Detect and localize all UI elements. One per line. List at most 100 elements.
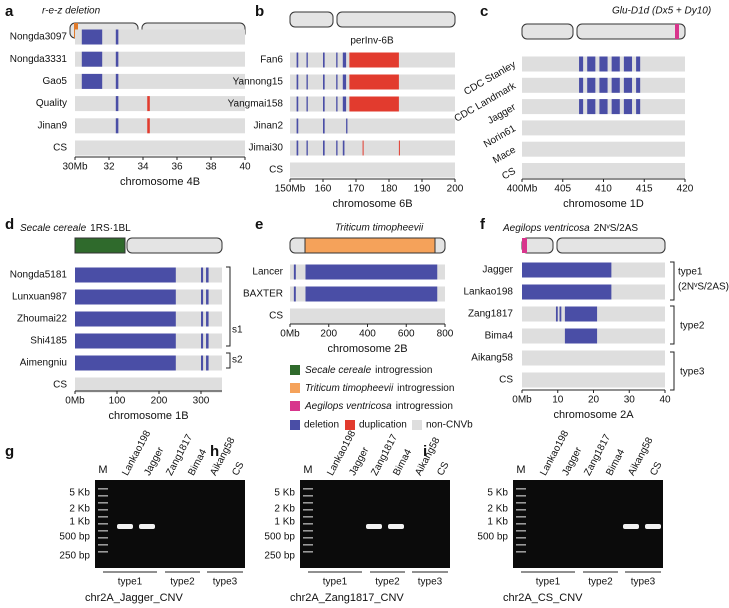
row-label: CS — [499, 375, 513, 386]
deletion — [564, 306, 598, 322]
deletion — [323, 96, 325, 112]
gel-band — [388, 524, 404, 529]
deletion — [599, 99, 608, 115]
gel-band — [366, 524, 382, 529]
deletion — [579, 56, 584, 72]
ladder-band — [516, 523, 526, 525]
type-label: type3 — [418, 577, 443, 588]
deletion — [293, 286, 296, 302]
introgression — [522, 238, 527, 253]
row-label: Aimengniu — [20, 358, 67, 369]
legend-rest: introgression — [375, 365, 432, 376]
ladder-band — [516, 495, 526, 497]
introgression — [304, 237, 436, 254]
lane-label: M — [303, 464, 312, 476]
ladder-band — [516, 530, 526, 532]
row-label: Quality — [36, 98, 67, 109]
deletion — [305, 286, 438, 302]
deletion — [201, 289, 204, 305]
row-label: Nongda3331 — [10, 54, 68, 65]
gel-name: chr2A_CS_CNV — [503, 592, 583, 604]
deletion — [599, 56, 608, 72]
deletion — [201, 311, 204, 327]
ladder-band — [303, 544, 313, 546]
legend-label: duplication — [359, 420, 407, 431]
deletion — [115, 73, 119, 89]
x-tick-label: 34 — [137, 162, 149, 173]
deletion — [206, 289, 209, 305]
lane-label: Bima4 — [604, 447, 627, 478]
chromosome — [576, 23, 686, 40]
row-label: CS — [53, 380, 67, 391]
row-label: Yannong15 — [233, 77, 284, 88]
lane-label: Bima4 — [391, 447, 414, 478]
deletion — [342, 96, 347, 112]
legend-swatch — [412, 420, 422, 430]
ladder-band — [303, 551, 313, 553]
ladder-band — [303, 509, 313, 511]
row-label: BAXTER — [243, 289, 283, 300]
ladder-band — [516, 551, 526, 553]
panel-header: r-e-z deletion — [42, 6, 101, 17]
deletion — [206, 311, 209, 327]
deletion — [75, 289, 176, 305]
row-label: Jimai30 — [249, 143, 284, 154]
row-label: Bima4 — [485, 331, 514, 342]
ladder-band — [98, 544, 108, 546]
deletion — [579, 99, 584, 115]
introgression — [675, 24, 679, 39]
header-rest: 2NᵛS/2AS — [594, 223, 639, 234]
deletion — [336, 140, 338, 156]
ladder-band — [303, 516, 313, 518]
row-label: Nongda5181 — [10, 270, 68, 281]
row-label: CS — [500, 166, 518, 183]
legend-species: Secale cereale — [305, 365, 372, 376]
deletion — [522, 262, 612, 278]
panel-letter: i — [423, 443, 427, 460]
x-tick-label: 400Mb — [507, 184, 538, 195]
deletion — [587, 99, 596, 115]
track — [522, 141, 685, 157]
deletion — [206, 333, 209, 349]
deletion — [81, 29, 103, 45]
deletion — [296, 96, 299, 112]
row-label: Jagger — [482, 265, 513, 276]
gel — [95, 480, 245, 568]
gel-band — [645, 524, 661, 529]
ladder-band — [303, 537, 313, 539]
ladder-band — [516, 544, 526, 546]
axis-title: chromosome 2A — [553, 409, 634, 421]
ladder-band — [98, 523, 108, 525]
x-tick-label: 0Mb — [65, 396, 85, 407]
ladder-band — [303, 488, 313, 490]
legend-label: Aegilops ventricosa introgression — [304, 401, 453, 412]
deletion — [623, 77, 633, 93]
deletion — [555, 306, 558, 322]
deletion — [579, 77, 584, 93]
ladder-band — [516, 488, 526, 490]
deletion — [587, 77, 596, 93]
marker-label: 2 Kb — [69, 504, 90, 515]
row-label: Shi4185 — [30, 336, 67, 347]
gel-band — [139, 524, 155, 529]
legend-swatch — [290, 420, 300, 430]
row-label: Aikang58 — [471, 353, 513, 364]
deletion — [75, 311, 176, 327]
deletion — [306, 140, 308, 156]
deletion — [115, 118, 119, 134]
legend-species: Triticum timopheevii — [305, 383, 394, 394]
legend-label: non-CNVb — [426, 420, 473, 431]
track — [522, 350, 665, 366]
ladder-band — [98, 537, 108, 539]
track — [290, 162, 455, 178]
marker-label: 500 bp — [264, 532, 295, 543]
x-tick-label: 180 — [381, 184, 398, 195]
panel-letter: a — [5, 3, 14, 20]
chromosome — [289, 11, 334, 28]
header-rest: 1RS·1BL — [90, 223, 131, 234]
track — [75, 96, 245, 112]
deletion — [115, 96, 119, 112]
deletion — [623, 56, 633, 72]
x-tick-label: 30 — [624, 395, 636, 406]
